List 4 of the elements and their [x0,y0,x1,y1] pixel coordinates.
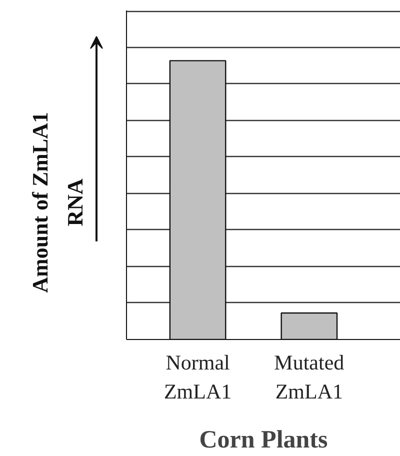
y-axis-title: Amount of ZmLA1 RNA [28,112,88,293]
x-tick-label: Normal ZmLA1 [164,350,232,404]
x-tick-label: Mutated ZmLA1 [274,350,345,404]
x-axis-title: Corn Plants [199,426,328,454]
